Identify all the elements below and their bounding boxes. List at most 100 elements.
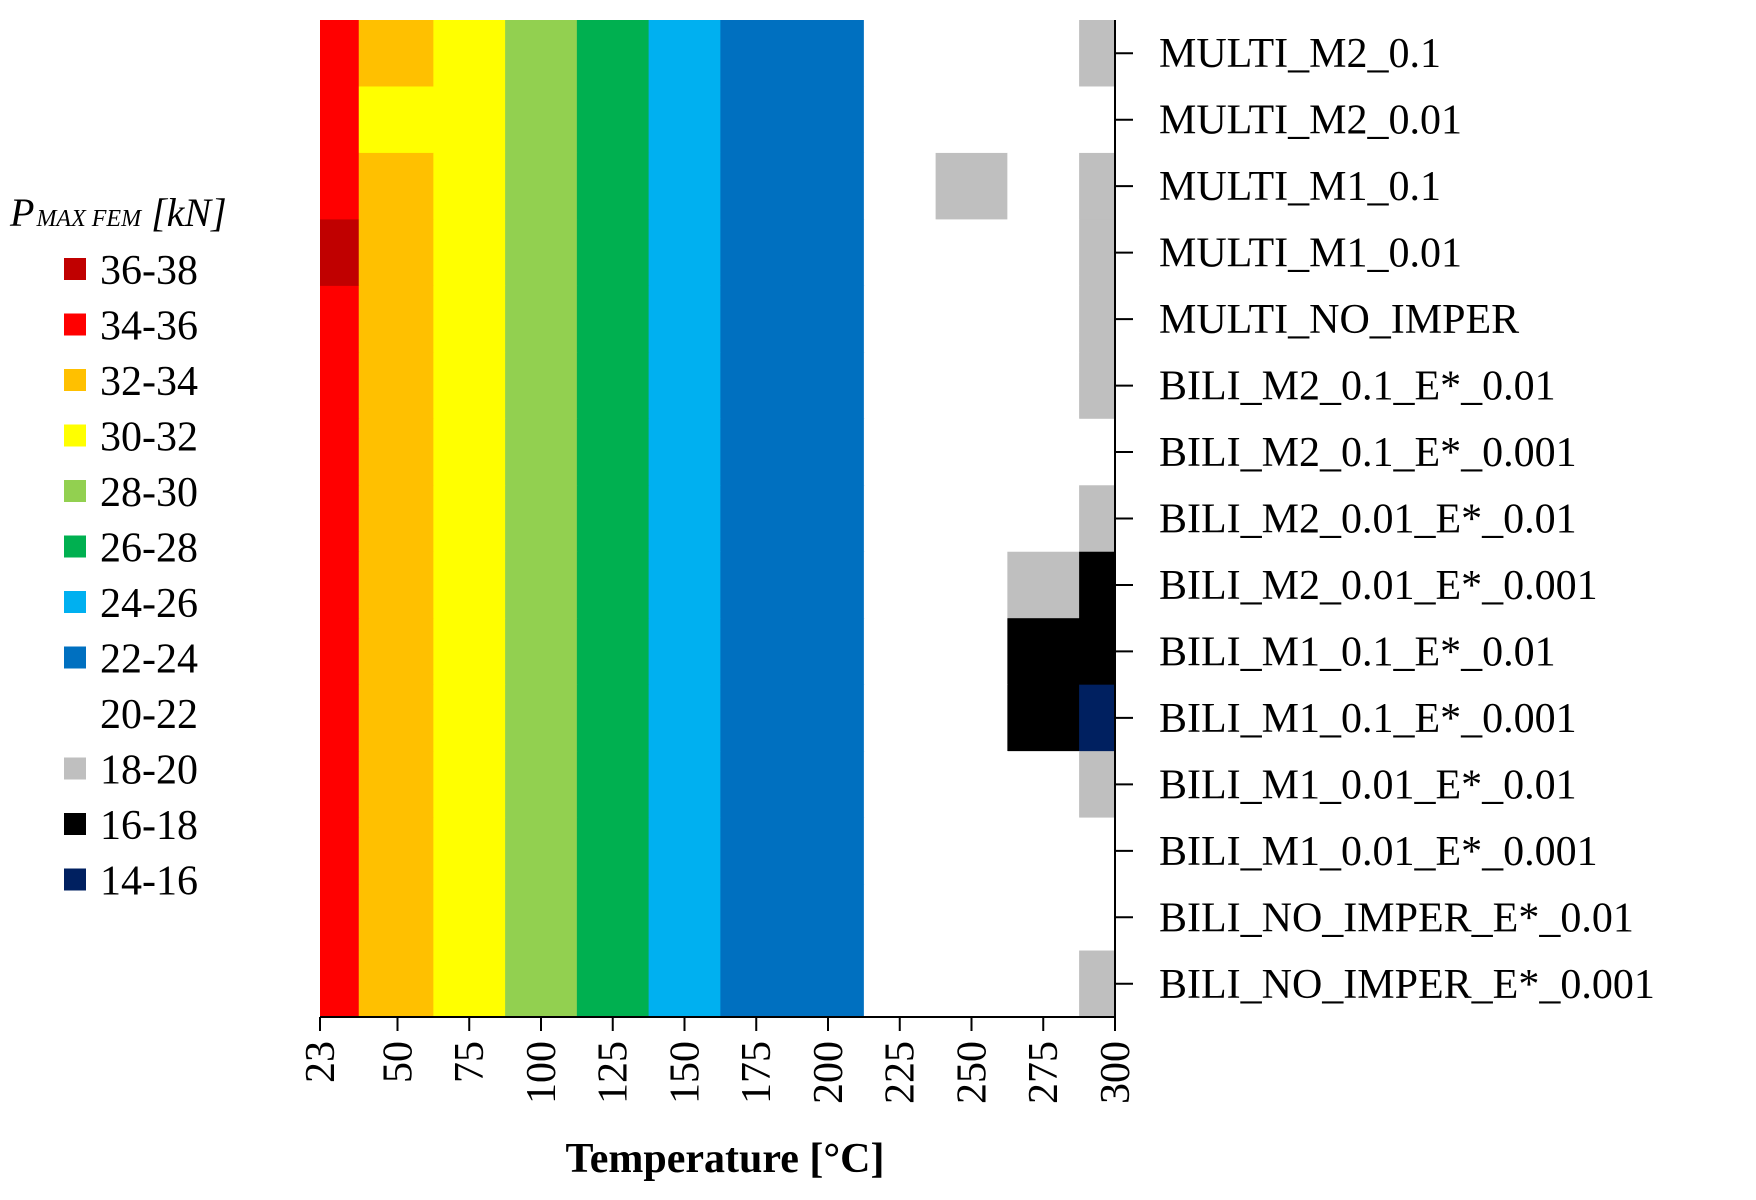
y-tick-label: BILI_M1_0.01_E*_0.01 bbox=[1159, 762, 1577, 808]
heatmap-cell bbox=[576, 418, 650, 486]
legend-swatch bbox=[64, 813, 86, 835]
x-tick-label: 200 bbox=[806, 1041, 852, 1104]
heatmap-cell bbox=[720, 618, 793, 686]
heatmap-cell bbox=[505, 86, 578, 154]
heatmap-cell bbox=[720, 418, 793, 486]
heatmap-cell bbox=[720, 285, 793, 353]
legend-label: 32-34 bbox=[100, 359, 198, 405]
legend-title-symbol: P bbox=[9, 190, 34, 235]
heatmap-cell bbox=[648, 485, 721, 553]
x-tick-label: 50 bbox=[375, 1041, 421, 1083]
legend-swatch bbox=[64, 702, 86, 724]
heatmap-cell bbox=[863, 551, 937, 619]
heatmap-cell bbox=[1007, 884, 1080, 952]
heatmap-cell bbox=[1007, 352, 1080, 420]
heatmap-cell bbox=[648, 418, 721, 486]
heatmap-cell bbox=[320, 485, 360, 553]
heatmap-cell bbox=[1079, 285, 1116, 353]
x-tick-label: 150 bbox=[662, 1041, 708, 1104]
heatmap-cell bbox=[320, 219, 360, 287]
heatmap-cell bbox=[720, 684, 793, 752]
heatmap-cell bbox=[358, 884, 434, 952]
heatmap-cell bbox=[505, 152, 578, 220]
heatmap-cell bbox=[320, 950, 360, 1018]
heatmap-cell bbox=[1007, 86, 1080, 154]
y-axis: MULTI_M2_0.1 MULTI_M2_0.01 MULTI_M1_0.1 MUL… bbox=[1114, 20, 1655, 1017]
heatmap-cell bbox=[863, 950, 937, 1018]
heatmap-cell bbox=[433, 751, 506, 819]
heatmap-cell bbox=[320, 86, 360, 154]
y-tick-label: MULTI_M1_0.1 bbox=[1159, 164, 1441, 210]
heatmap-cell bbox=[648, 884, 721, 952]
heatmap-cell bbox=[863, 817, 937, 885]
x-tick-label: 250 bbox=[949, 1041, 995, 1104]
heatmap-cell bbox=[935, 884, 1008, 952]
heatmap-cell bbox=[1007, 418, 1080, 486]
heatmap-cell bbox=[648, 152, 721, 220]
heatmap-cell bbox=[505, 817, 578, 885]
heatmap-cell bbox=[792, 219, 865, 287]
heatmap-cell bbox=[792, 884, 865, 952]
heatmap-cell bbox=[576, 352, 650, 420]
legend-label: 16-18 bbox=[100, 803, 198, 849]
y-tick-label: MULTI_M2_0.01 bbox=[1159, 98, 1462, 144]
heatmap-cell bbox=[505, 751, 578, 819]
legend-title-subscript: MAX FEM bbox=[35, 206, 143, 232]
y-tick-label: MULTI_M2_0.1 bbox=[1159, 31, 1441, 77]
heatmap-cell bbox=[648, 684, 721, 752]
y-tick-label: BILI_M2_0.01_E*_0.001 bbox=[1159, 563, 1598, 609]
heatmap-cell bbox=[576, 152, 650, 220]
legend-title: PMAX FEM [kN] bbox=[9, 190, 227, 235]
heatmap-cell bbox=[320, 817, 360, 885]
heatmap-cell bbox=[720, 485, 793, 553]
heatmap-cell bbox=[358, 285, 434, 353]
heatmap-cell bbox=[1079, 352, 1116, 420]
heatmap-cell bbox=[1007, 817, 1080, 885]
heatmap-cell bbox=[863, 20, 937, 88]
heatmap-cell bbox=[792, 817, 865, 885]
x-tick-label: 125 bbox=[591, 1041, 637, 1104]
heatmap-cell bbox=[1007, 285, 1080, 353]
heatmap-cell bbox=[648, 950, 721, 1018]
heatmap-cell bbox=[1079, 950, 1116, 1018]
legend-label: 24-26 bbox=[100, 581, 198, 627]
legend-swatch bbox=[64, 646, 86, 669]
heatmap-cell bbox=[576, 684, 650, 752]
x-axis-title: Temperature [°C] bbox=[566, 1136, 885, 1182]
heatmap-cell bbox=[433, 950, 506, 1018]
heatmap-cell bbox=[433, 418, 506, 486]
heatmap-cell bbox=[320, 684, 360, 752]
heatmap-cell bbox=[935, 551, 1008, 619]
heatmap-cell bbox=[1079, 551, 1116, 619]
heatmap-cell bbox=[505, 285, 578, 353]
heatmap-cell bbox=[935, 86, 1008, 154]
y-tick-label: MULTI_NO_IMPER bbox=[1159, 297, 1519, 343]
heatmap-cell bbox=[505, 418, 578, 486]
legend-label: 20-22 bbox=[100, 692, 198, 738]
heatmap-cell bbox=[505, 219, 578, 287]
heatmap-cell bbox=[576, 950, 650, 1018]
heatmap-cell bbox=[433, 219, 506, 287]
heatmap-cell bbox=[935, 152, 1008, 220]
x-tick-label: 175 bbox=[734, 1041, 780, 1104]
heatmap-cell bbox=[1007, 219, 1080, 287]
heatmap-cell bbox=[648, 817, 721, 885]
heatmap-cell bbox=[1079, 884, 1116, 952]
heatmap-cell bbox=[863, 152, 937, 220]
y-tick-label: BILI_NO_IMPER_E*_0.01 bbox=[1159, 895, 1634, 941]
heatmap-cell bbox=[935, 219, 1008, 287]
legend-swatch bbox=[64, 258, 86, 280]
legend-label: 18-20 bbox=[100, 748, 198, 794]
heatmap-cell bbox=[576, 884, 650, 952]
heatmap-cell bbox=[792, 86, 865, 154]
heatmap-cell bbox=[648, 86, 721, 154]
heatmap-cell bbox=[648, 352, 721, 420]
heatmap-cell bbox=[358, 618, 434, 686]
x-tick-label: 23 bbox=[298, 1041, 344, 1083]
legend-swatch bbox=[64, 424, 86, 447]
heatmap-cell bbox=[720, 352, 793, 420]
legend-label: 36-38 bbox=[100, 248, 198, 294]
heatmap-cell bbox=[576, 485, 650, 553]
legend-label: 22-24 bbox=[100, 637, 198, 683]
